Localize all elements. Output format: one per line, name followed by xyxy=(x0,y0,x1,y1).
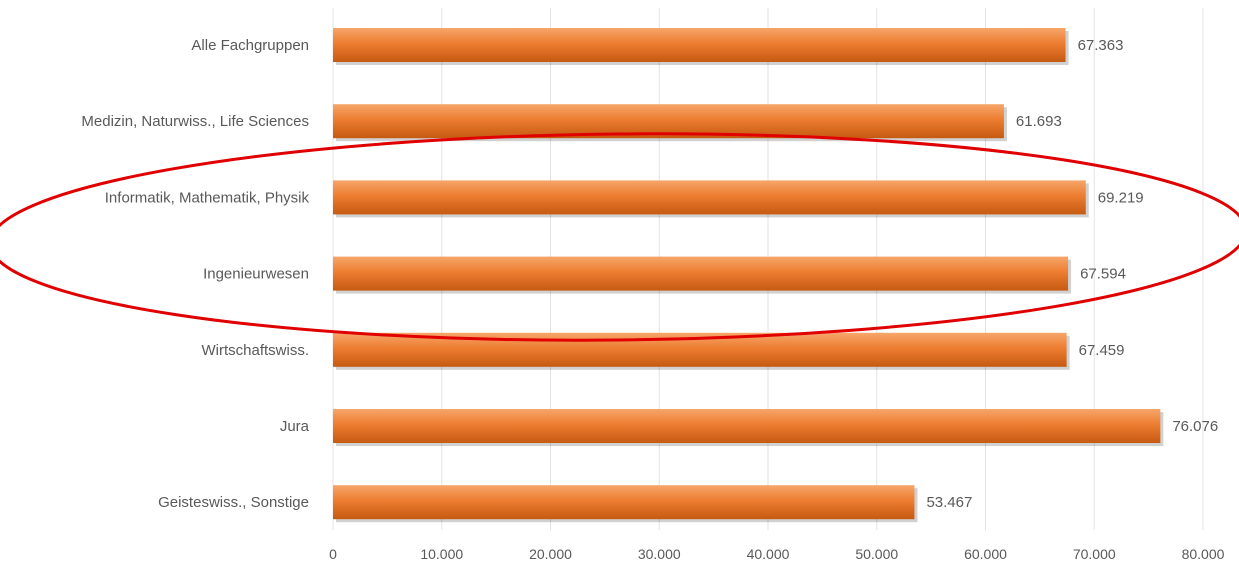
category-label: Geisteswiss., Sonstige xyxy=(158,494,309,511)
value-label: 69.219 xyxy=(1098,189,1144,206)
bar xyxy=(333,485,915,520)
highlight-annotation xyxy=(0,132,1239,342)
bar xyxy=(333,180,1086,215)
bar xyxy=(333,28,1066,62)
bars xyxy=(333,28,1164,523)
category-label: Ingenieurwesen xyxy=(203,266,309,283)
value-label: 67.363 xyxy=(1078,37,1124,54)
x-tick-label: 40.000 xyxy=(747,546,790,562)
category-label: Informatik, Mathematik, Physik xyxy=(105,189,310,206)
value-label: 76.076 xyxy=(1172,418,1218,435)
category-labels: Alle Fachgruppen Medizin, Naturwiss., Lif… xyxy=(81,37,309,511)
x-tick-label: 50.000 xyxy=(855,546,898,562)
highlight-ellipse xyxy=(0,132,1239,342)
x-tick-label: 60.000 xyxy=(964,546,1007,562)
value-label: 53.467 xyxy=(926,494,972,511)
x-tick-label: 30.000 xyxy=(638,546,681,562)
x-axis-tick-labels: 0 10.000 20.000 30.000 40.000 50.000 60.000 70.… xyxy=(329,546,1225,562)
category-label: Alle Fachgruppen xyxy=(191,37,309,54)
bar xyxy=(333,409,1161,443)
x-tick-label: 0 xyxy=(329,546,337,562)
value-label: 67.594 xyxy=(1080,266,1126,283)
value-label: 61.693 xyxy=(1016,113,1062,130)
category-label: Jura xyxy=(280,418,310,435)
x-tick-label: 20.000 xyxy=(529,546,572,562)
bar xyxy=(333,256,1069,291)
x-tick-label: 10.000 xyxy=(420,546,463,562)
x-tick-label: 70.000 xyxy=(1073,546,1116,562)
category-label: Wirtschaftswiss. xyxy=(201,342,309,359)
category-label: Medizin, Naturwiss., Life Sciences xyxy=(81,113,309,130)
value-label: 67.459 xyxy=(1079,342,1125,359)
value-labels: 67.363 61.693 69.219 67.594 67.459 76.076 53.4… xyxy=(926,37,1218,511)
x-tick-label: 80.000 xyxy=(1182,546,1225,562)
